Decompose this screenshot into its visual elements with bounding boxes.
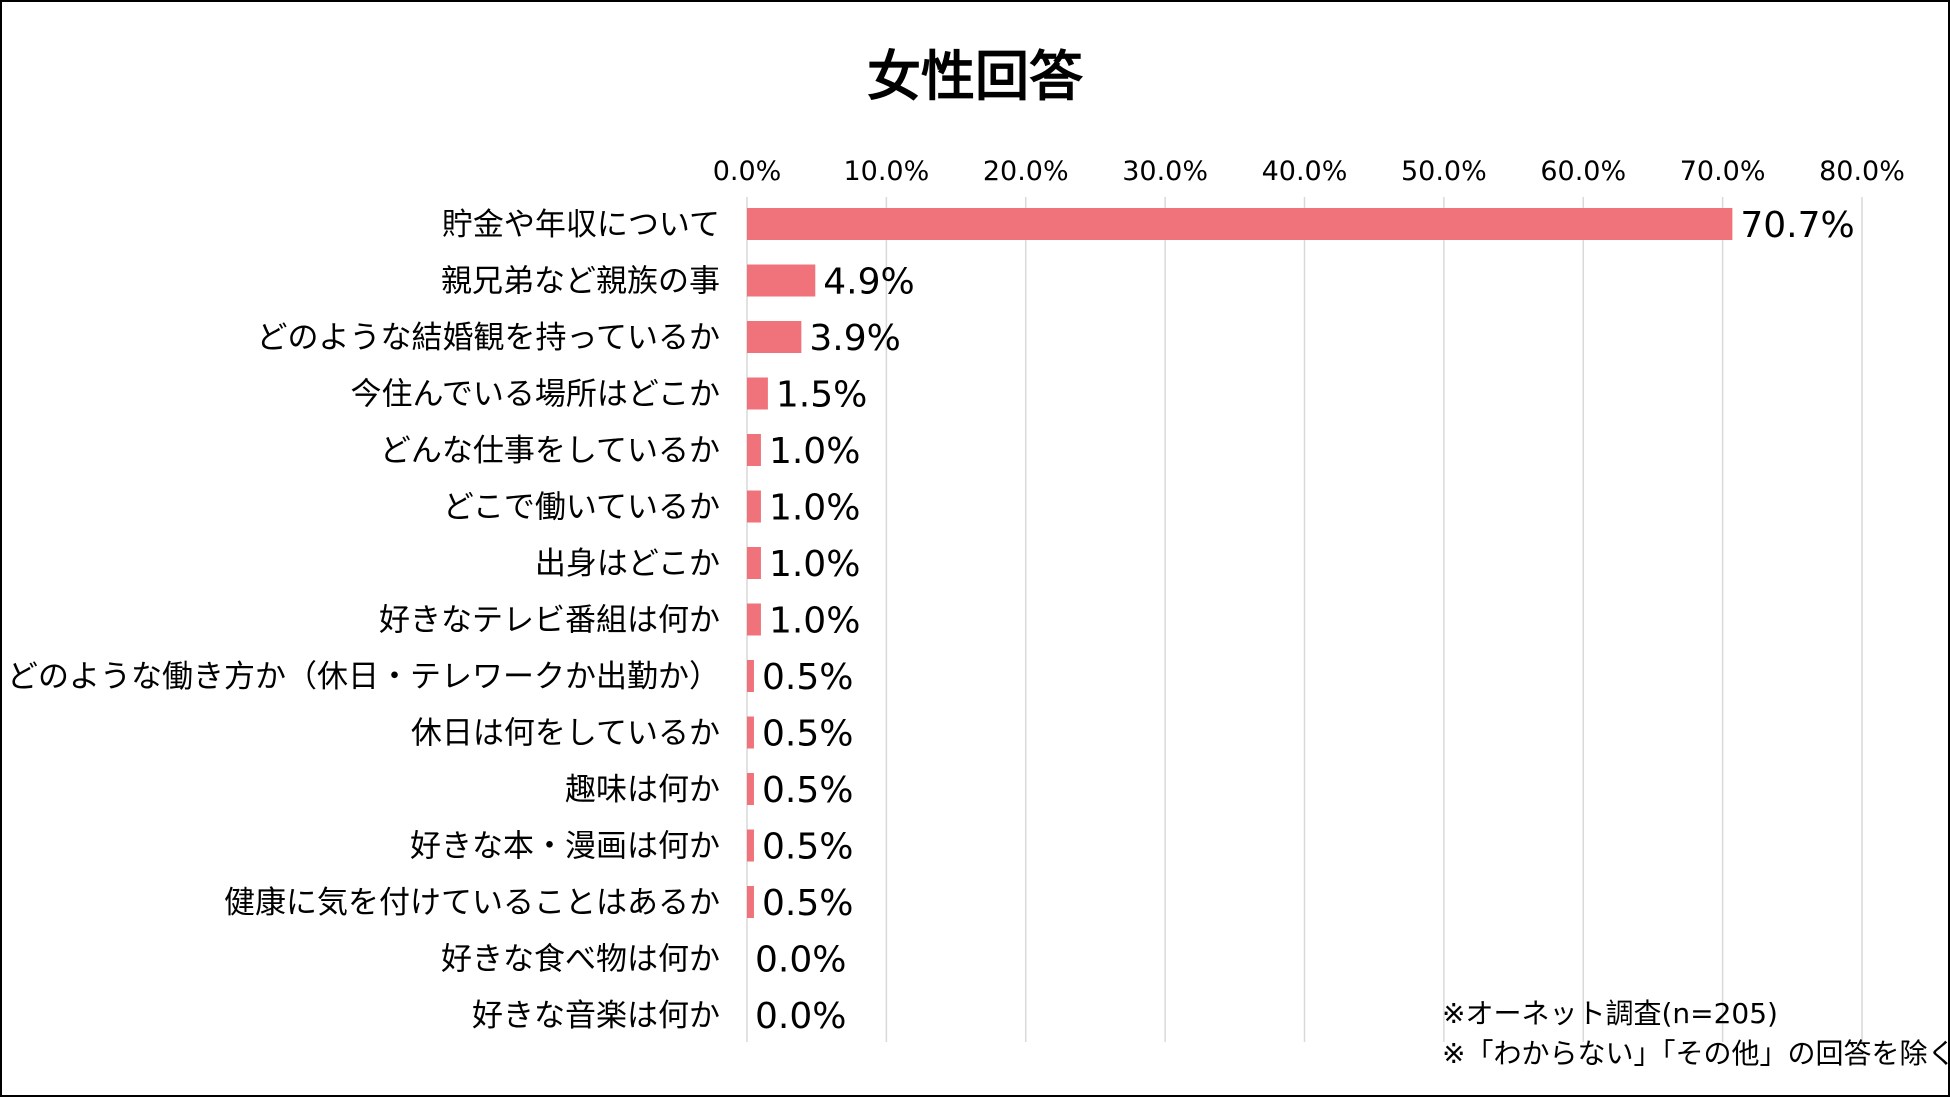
bar <box>747 886 754 918</box>
bar <box>747 660 754 692</box>
category-label: 健康に気を付けていることはあるか <box>224 885 720 921</box>
data-label: 70.7% <box>1740 205 1854 246</box>
data-label: 0.5% <box>762 657 853 698</box>
category-label: 出身はどこか <box>535 546 720 582</box>
data-label: 0.0% <box>755 996 846 1037</box>
data-label: 1.0% <box>769 431 860 472</box>
data-label: 3.9% <box>809 318 900 359</box>
x-tick-label: 60.0% <box>1540 156 1626 187</box>
data-label: 1.5% <box>776 375 867 416</box>
category-label: 休日は何をしているか <box>411 716 720 752</box>
x-tick-label: 0.0% <box>713 156 782 187</box>
category-label: どのような結婚観を持っているか <box>257 320 720 356</box>
category-label: 親兄弟など親族の事 <box>441 264 720 300</box>
x-axis-ticks: 0.0% 10.0% 20.0% 30.0% 40.0% 50.0% 60.0% 70.0% 8… <box>713 156 1905 187</box>
bar <box>747 547 761 579</box>
grid-lines <box>746 197 1863 1042</box>
exclusion-note: ※「わからない」「その他」の回答を除く <box>1442 1037 1950 1070</box>
category-label: 趣味は何か <box>565 772 720 808</box>
data-label: 0.5% <box>762 883 853 924</box>
data-label: 0.5% <box>762 827 853 868</box>
data-label: 1.0% <box>769 601 860 642</box>
bar <box>747 434 761 466</box>
bar <box>747 321 802 353</box>
category-label: 好きな音楽は何か <box>472 998 720 1034</box>
x-tick-label: 10.0% <box>843 156 929 187</box>
survey-note: ※オーネット調査(n=205) <box>1442 997 1778 1030</box>
category-label: 好きな食べ物は何か <box>441 942 720 978</box>
category-label: 好きなテレビ番組は何か <box>379 603 720 639</box>
data-labels: 70.7% 4.9% 3.9% 1.5% 1.0% 1.0% 1.0% 1.0% 0.5% 0.5… <box>755 205 1855 1037</box>
category-label: どのような働き方か（休日・テレワークか出勤か） <box>7 659 720 695</box>
category-label: どこで働いているか <box>443 490 720 526</box>
x-tick-label: 20.0% <box>983 156 1069 187</box>
category-labels: 貯金や年収について親兄弟など親族の事どのような結婚観を持っているか今住んでいる場… <box>7 207 720 1034</box>
bar <box>747 829 754 862</box>
x-tick-label: 40.0% <box>1262 156 1348 187</box>
x-tick-label: 30.0% <box>1122 156 1208 187</box>
x-tick-label: 70.0% <box>1680 156 1766 187</box>
category-label: 好きな本・漫画は何か <box>410 829 720 865</box>
bars <box>747 208 1733 918</box>
data-label: 0.5% <box>762 770 853 811</box>
category-label: 今住んでいる場所はどこか <box>350 377 720 413</box>
bar <box>747 603 761 636</box>
data-label: 0.0% <box>755 940 846 981</box>
chart-title: 女性回答 <box>867 45 1083 108</box>
category-label: どんな仕事をしているか <box>380 433 720 469</box>
data-label: 1.0% <box>769 488 860 529</box>
data-label: 0.5% <box>762 714 853 755</box>
bar <box>747 773 754 805</box>
bar <box>747 377 768 410</box>
bar <box>747 264 816 297</box>
x-tick-label: 80.0% <box>1819 156 1905 187</box>
bar <box>747 716 754 749</box>
category-label: 貯金や年収について <box>442 207 720 243</box>
bar <box>747 208 1733 240</box>
data-label: 1.0% <box>769 544 860 585</box>
data-label: 4.9% <box>823 262 914 303</box>
x-tick-label: 50.0% <box>1401 156 1487 187</box>
bar <box>747 490 761 523</box>
